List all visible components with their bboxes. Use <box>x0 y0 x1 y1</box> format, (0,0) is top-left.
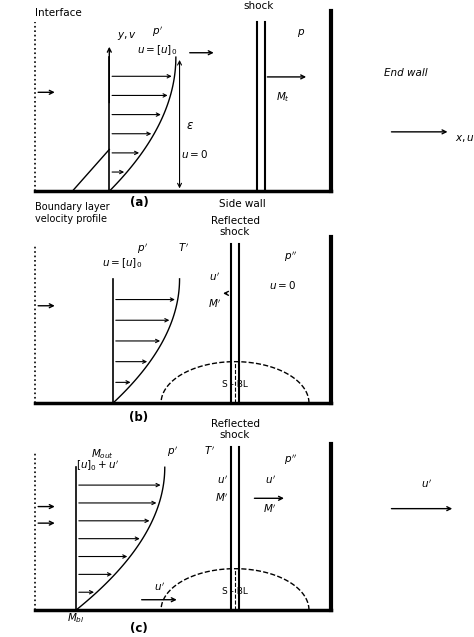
Text: $u'$: $u'$ <box>264 473 275 486</box>
Text: $p'$: $p'$ <box>152 25 163 39</box>
Text: $u'$: $u'$ <box>421 478 432 490</box>
Text: Reflected
shock: Reflected shock <box>210 419 259 440</box>
Text: $M'$: $M'$ <box>264 503 277 515</box>
Text: $p'$: $p'$ <box>167 445 178 459</box>
Text: $u'$: $u'$ <box>209 271 220 283</box>
Text: $p''$: $p''$ <box>284 453 297 467</box>
Text: $x, u$: $x, u$ <box>455 133 474 144</box>
Text: $u'$: $u'$ <box>154 581 164 594</box>
Text: $p$: $p$ <box>298 27 306 39</box>
Text: End wall: End wall <box>384 68 428 78</box>
Text: Side wall: Side wall <box>219 199 266 209</box>
Text: $u = 0$: $u = 0$ <box>270 279 297 291</box>
Text: (b): (b) <box>129 411 148 424</box>
Text: $M'$: $M'$ <box>215 492 229 505</box>
Text: ε: ε <box>187 118 193 132</box>
Text: $p''$: $p''$ <box>284 250 297 264</box>
Text: (a): (a) <box>129 196 148 209</box>
Text: S - BL: S - BL <box>222 380 248 389</box>
Text: Reflected
shock: Reflected shock <box>210 216 259 238</box>
Text: $M_{out}$: $M_{out}$ <box>91 447 114 461</box>
Text: Boundary layer
velocity profile: Boundary layer velocity profile <box>36 202 110 224</box>
Text: $M_t$: $M_t$ <box>276 90 290 104</box>
Text: Transmitted
shock: Transmitted shock <box>228 0 290 11</box>
Text: (c): (c) <box>130 622 148 635</box>
Text: $T'$: $T'$ <box>178 241 189 254</box>
Text: $y,v$: $y,v$ <box>117 30 137 42</box>
Text: $[u]_0 + u'$: $[u]_0 + u'$ <box>76 459 119 473</box>
Text: $u = [u]_0$: $u = [u]_0$ <box>102 257 142 270</box>
Text: Interface: Interface <box>36 8 82 18</box>
Text: $T'$: $T'$ <box>204 445 215 457</box>
Text: $u = [u]_0$: $u = [u]_0$ <box>137 43 177 57</box>
Text: $u'$: $u'$ <box>217 473 228 486</box>
Text: $p'$: $p'$ <box>137 241 148 256</box>
Text: $M'$: $M'$ <box>208 297 221 310</box>
Text: S - BL: S - BL <box>222 587 248 596</box>
Text: $u = 0$: $u = 0$ <box>181 148 208 161</box>
Text: $M_{bl}$: $M_{bl}$ <box>67 611 85 624</box>
